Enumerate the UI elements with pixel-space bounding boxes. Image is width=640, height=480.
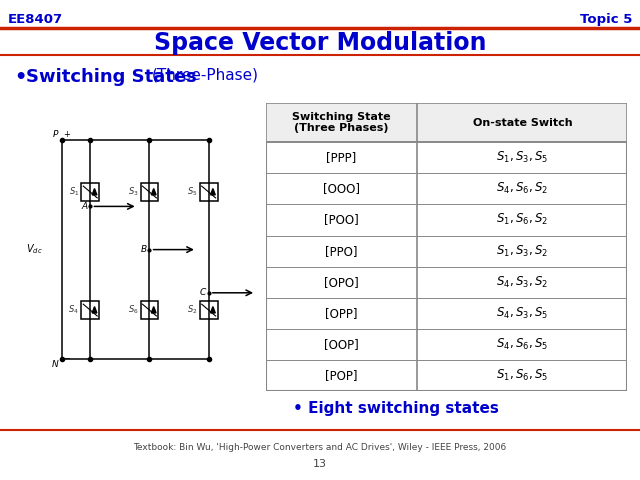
Polygon shape bbox=[211, 307, 215, 313]
Text: $S_4,S_3,S_2$: $S_4,S_3,S_2$ bbox=[497, 275, 548, 290]
Bar bbox=[141, 182, 158, 201]
Text: $S_2$: $S_2$ bbox=[187, 304, 197, 316]
Text: $S_3$: $S_3$ bbox=[127, 186, 138, 198]
Text: Switching State
(Three Phases): Switching State (Three Phases) bbox=[292, 112, 391, 133]
Text: $S_1,S_6,S_5$: $S_1,S_6,S_5$ bbox=[496, 368, 548, 383]
Text: −: − bbox=[63, 354, 71, 364]
Polygon shape bbox=[211, 189, 215, 195]
Text: $S_1,S_3,S_2$: $S_1,S_3,S_2$ bbox=[497, 243, 548, 259]
Text: (Three-Phase): (Three-Phase) bbox=[152, 68, 259, 83]
Text: A: A bbox=[81, 202, 88, 211]
Polygon shape bbox=[92, 189, 97, 195]
Text: Textbook: Bin Wu, 'High-Power Converters and AC Drives', Wiley - IEEE Press, 200: Textbook: Bin Wu, 'High-Power Converters… bbox=[133, 444, 507, 453]
Text: $S_5$: $S_5$ bbox=[187, 186, 197, 198]
Text: [POO]: [POO] bbox=[324, 214, 359, 227]
Bar bbox=[200, 300, 218, 320]
Text: [OOO]: [OOO] bbox=[323, 182, 360, 195]
Text: [OOP]: [OOP] bbox=[324, 338, 359, 351]
Polygon shape bbox=[151, 189, 156, 195]
Text: $S_4,S_6,S_5$: $S_4,S_6,S_5$ bbox=[496, 337, 548, 352]
Text: +: + bbox=[63, 130, 70, 139]
Text: C: C bbox=[200, 288, 206, 297]
Text: $S_1$: $S_1$ bbox=[68, 186, 79, 198]
Text: $S_4,S_3,S_5$: $S_4,S_3,S_5$ bbox=[496, 306, 548, 321]
Text: [PPP]: [PPP] bbox=[326, 151, 356, 164]
Polygon shape bbox=[92, 307, 97, 313]
Text: $V_{dc}$: $V_{dc}$ bbox=[26, 243, 43, 256]
Bar bbox=[200, 182, 218, 201]
Text: Space Vector Modulation: Space Vector Modulation bbox=[154, 31, 486, 55]
Text: EE8407: EE8407 bbox=[8, 13, 63, 26]
Text: On-state Switch: On-state Switch bbox=[472, 118, 572, 128]
Text: N: N bbox=[52, 360, 58, 370]
Text: [PPO]: [PPO] bbox=[325, 245, 358, 258]
Text: • Eight switching states: • Eight switching states bbox=[293, 400, 499, 416]
Text: $S_4,S_6,S_2$: $S_4,S_6,S_2$ bbox=[497, 181, 548, 196]
Bar bbox=[141, 300, 158, 320]
Text: $S_6$: $S_6$ bbox=[127, 304, 138, 316]
Text: •: • bbox=[14, 68, 26, 87]
Text: Switching States: Switching States bbox=[26, 68, 203, 86]
Polygon shape bbox=[151, 307, 156, 313]
Text: [OPP]: [OPP] bbox=[325, 307, 358, 320]
Bar bbox=[266, 103, 627, 142]
Text: $S_1,S_3,S_5$: $S_1,S_3,S_5$ bbox=[496, 150, 548, 165]
Text: Topic 5: Topic 5 bbox=[580, 13, 632, 26]
Text: P: P bbox=[53, 130, 58, 139]
Bar bbox=[81, 182, 99, 201]
Text: $S_1,S_6,S_2$: $S_1,S_6,S_2$ bbox=[497, 212, 548, 228]
Text: $S_4$: $S_4$ bbox=[68, 304, 79, 316]
Text: B: B bbox=[140, 245, 147, 254]
Text: [POP]: [POP] bbox=[325, 369, 358, 382]
Text: [OPO]: [OPO] bbox=[324, 276, 359, 288]
Text: 13: 13 bbox=[313, 459, 327, 469]
Bar bbox=[81, 300, 99, 320]
